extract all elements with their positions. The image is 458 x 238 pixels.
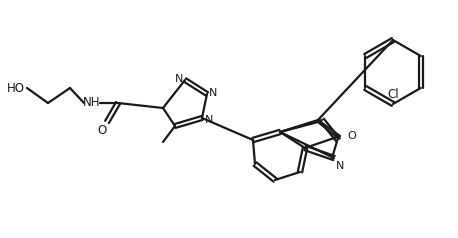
Text: HO: HO — [7, 81, 25, 94]
Text: O: O — [347, 131, 356, 141]
Text: Cl: Cl — [387, 88, 399, 100]
Text: N: N — [174, 74, 183, 84]
Text: N: N — [336, 161, 344, 171]
Text: NH: NH — [83, 96, 101, 109]
Text: O: O — [98, 124, 107, 137]
Text: N: N — [209, 88, 218, 98]
Text: N: N — [205, 115, 213, 125]
